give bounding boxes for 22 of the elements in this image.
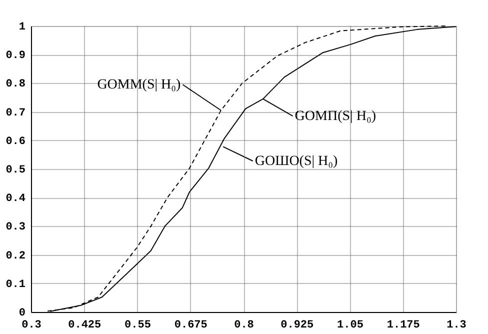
y-tick-label: 0.4: [6, 193, 26, 206]
x-tick-label: 0.8: [234, 320, 254, 332]
x-tick-label: 0.675: [174, 320, 208, 332]
y-tick-label: 0.3: [6, 222, 26, 234]
annotation: GОММ(S| H₀): [97, 78, 182, 93]
y-tick-label: 0.9: [6, 50, 26, 62]
annotation: GОМП(S| H₀): [294, 109, 376, 124]
y-tick-label: 0: [18, 308, 26, 320]
y-tick-label: 0.6: [6, 136, 26, 148]
x-tick-label: 1.175: [386, 320, 420, 332]
x-tick-label: 1.05: [337, 320, 364, 332]
y-tick-label: 1: [18, 22, 26, 34]
y-tick-label: 0.5: [6, 164, 26, 176]
y-tick-label: 0.1: [6, 278, 26, 291]
annotation: GОШО(S| H₀): [254, 154, 338, 169]
x-tick-label: 0.925: [280, 320, 314, 332]
y-tick-label: 0.8: [6, 78, 26, 91]
x-tick-label: 1.3: [446, 320, 467, 332]
x-tick-label: 0.55: [124, 320, 152, 332]
x-tick-label: 0.425: [68, 320, 102, 332]
y-tick-label: 0.7: [6, 107, 26, 120]
y-tick-label: 0.2: [6, 250, 26, 262]
